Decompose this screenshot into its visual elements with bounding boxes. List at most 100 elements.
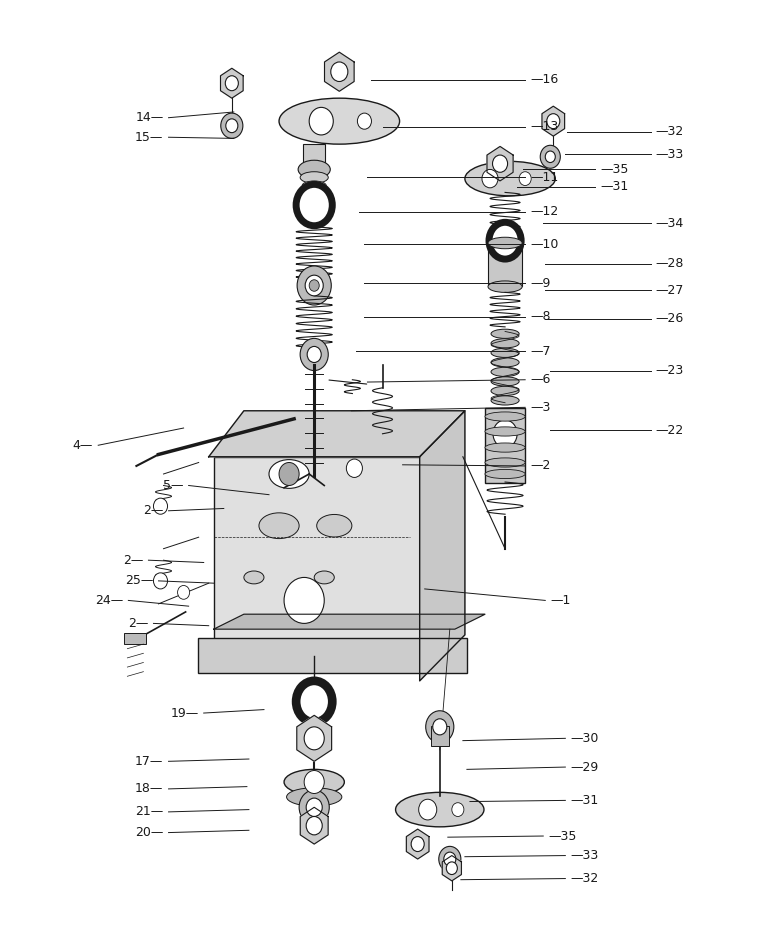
Ellipse shape bbox=[491, 358, 519, 367]
Ellipse shape bbox=[485, 469, 525, 478]
Circle shape bbox=[493, 420, 517, 448]
Text: —35: —35 bbox=[600, 163, 629, 176]
Circle shape bbox=[305, 275, 323, 296]
Text: 19—: 19— bbox=[171, 707, 199, 720]
Text: —16: —16 bbox=[531, 73, 559, 86]
Text: —31: —31 bbox=[600, 180, 628, 193]
Text: 2—: 2— bbox=[123, 554, 143, 567]
Circle shape bbox=[419, 799, 436, 820]
Polygon shape bbox=[487, 146, 513, 181]
Circle shape bbox=[493, 155, 508, 172]
Polygon shape bbox=[325, 52, 354, 92]
Text: 4—: 4— bbox=[73, 438, 93, 451]
Text: —13: —13 bbox=[531, 120, 559, 133]
Circle shape bbox=[304, 727, 324, 750]
Circle shape bbox=[489, 222, 521, 259]
Text: —34: —34 bbox=[656, 217, 684, 230]
Polygon shape bbox=[214, 614, 485, 629]
Ellipse shape bbox=[491, 387, 519, 396]
Text: —32: —32 bbox=[570, 872, 599, 885]
Ellipse shape bbox=[244, 571, 264, 584]
Ellipse shape bbox=[485, 412, 525, 421]
Text: —35: —35 bbox=[548, 830, 577, 843]
Circle shape bbox=[482, 169, 498, 188]
Circle shape bbox=[225, 76, 238, 91]
Ellipse shape bbox=[465, 161, 556, 196]
Circle shape bbox=[546, 114, 560, 129]
Ellipse shape bbox=[317, 514, 352, 537]
Bar bbox=[303, 144, 326, 165]
Ellipse shape bbox=[284, 770, 345, 795]
Text: —3: —3 bbox=[531, 401, 550, 413]
Circle shape bbox=[306, 798, 323, 817]
Polygon shape bbox=[406, 829, 429, 859]
Circle shape bbox=[225, 118, 238, 132]
Ellipse shape bbox=[485, 426, 525, 436]
Text: —32: —32 bbox=[656, 125, 684, 138]
Bar bbox=[124, 633, 146, 644]
Circle shape bbox=[439, 846, 461, 871]
Text: 24—: 24— bbox=[95, 594, 123, 607]
Text: —33: —33 bbox=[570, 849, 599, 862]
Circle shape bbox=[545, 151, 556, 163]
Text: 17—: 17— bbox=[135, 755, 163, 768]
Circle shape bbox=[300, 339, 328, 371]
Ellipse shape bbox=[488, 281, 522, 292]
Text: —9: —9 bbox=[531, 277, 550, 290]
Polygon shape bbox=[221, 68, 243, 98]
Text: —33: —33 bbox=[656, 148, 684, 161]
Ellipse shape bbox=[302, 181, 326, 191]
Text: 5—: 5— bbox=[163, 479, 184, 492]
Text: 21—: 21— bbox=[135, 806, 163, 819]
Ellipse shape bbox=[491, 348, 519, 357]
Circle shape bbox=[284, 577, 324, 623]
Ellipse shape bbox=[298, 160, 330, 179]
Bar bbox=[488, 244, 522, 286]
Circle shape bbox=[299, 790, 329, 824]
Text: 25—: 25— bbox=[125, 574, 153, 587]
Ellipse shape bbox=[300, 172, 328, 183]
Circle shape bbox=[331, 62, 348, 81]
Ellipse shape bbox=[491, 329, 519, 339]
Polygon shape bbox=[442, 856, 461, 881]
Circle shape bbox=[178, 586, 190, 599]
Circle shape bbox=[296, 681, 332, 722]
Circle shape bbox=[304, 771, 324, 794]
Bar bbox=[431, 726, 449, 746]
Polygon shape bbox=[209, 411, 465, 457]
Text: —10: —10 bbox=[531, 238, 559, 251]
Ellipse shape bbox=[491, 376, 519, 386]
Circle shape bbox=[452, 803, 464, 817]
Text: —2: —2 bbox=[531, 460, 550, 473]
Ellipse shape bbox=[488, 237, 522, 249]
Text: —1: —1 bbox=[550, 594, 571, 607]
Bar bbox=[485, 408, 525, 483]
Circle shape bbox=[297, 266, 331, 305]
Text: —23: —23 bbox=[656, 364, 684, 377]
Text: —12: —12 bbox=[531, 205, 559, 218]
Text: —6: —6 bbox=[531, 374, 550, 387]
Circle shape bbox=[306, 817, 323, 835]
Circle shape bbox=[446, 862, 458, 874]
Ellipse shape bbox=[395, 793, 484, 827]
Text: —11: —11 bbox=[531, 171, 559, 184]
Bar bbox=[214, 457, 425, 641]
Ellipse shape bbox=[491, 339, 519, 348]
Text: 20—: 20— bbox=[135, 826, 163, 839]
Circle shape bbox=[357, 113, 371, 130]
Ellipse shape bbox=[287, 788, 342, 807]
Circle shape bbox=[426, 710, 454, 743]
Circle shape bbox=[519, 172, 531, 186]
Text: —27: —27 bbox=[656, 284, 684, 297]
Ellipse shape bbox=[491, 396, 519, 405]
Ellipse shape bbox=[485, 458, 525, 467]
Circle shape bbox=[309, 107, 333, 135]
Polygon shape bbox=[297, 715, 332, 761]
Polygon shape bbox=[301, 808, 328, 845]
Text: 15—: 15— bbox=[135, 130, 163, 143]
Circle shape bbox=[307, 347, 321, 363]
Circle shape bbox=[153, 573, 168, 589]
Circle shape bbox=[279, 462, 299, 486]
Polygon shape bbox=[420, 411, 465, 681]
Text: 18—: 18— bbox=[135, 783, 163, 796]
